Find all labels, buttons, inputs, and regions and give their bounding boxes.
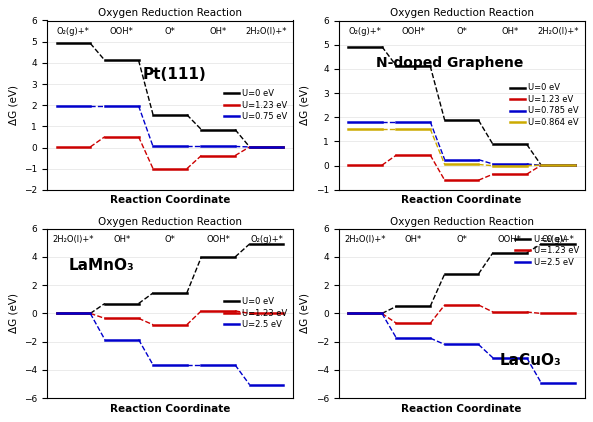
X-axis label: Reaction Coordinate: Reaction Coordinate	[110, 404, 230, 414]
X-axis label: Reaction Coordinate: Reaction Coordinate	[401, 404, 522, 414]
Text: Pt(111): Pt(111)	[143, 67, 207, 82]
Legend: U=0 eV, U=1.23 eV, U=2.5 eV: U=0 eV, U=1.23 eV, U=2.5 eV	[222, 296, 289, 331]
Legend: U=0 eV, U=1.23 eV, U=2.5 eV: U=0 eV, U=1.23 eV, U=2.5 eV	[514, 233, 581, 268]
Title: Oxygen Reduction Reaction: Oxygen Reduction Reaction	[390, 8, 534, 18]
Text: O*: O*	[164, 27, 176, 36]
Legend: U=0 eV, U=1.23 eV, U=0.785 eV, U=0.864 eV: U=0 eV, U=1.23 eV, U=0.785 eV, U=0.864 e…	[508, 82, 581, 129]
Title: Oxygen Reduction Reaction: Oxygen Reduction Reaction	[98, 216, 242, 227]
Text: N-doped Graphene: N-doped Graphene	[375, 56, 523, 70]
Text: 2H₂O(l)+*: 2H₂O(l)+*	[246, 27, 287, 36]
Y-axis label: ΔG (eV): ΔG (eV)	[8, 85, 18, 125]
Text: O*: O*	[164, 235, 176, 244]
Y-axis label: ΔG (eV): ΔG (eV)	[300, 85, 310, 125]
Text: OH*: OH*	[501, 27, 518, 36]
X-axis label: Reaction Coordinate: Reaction Coordinate	[401, 195, 522, 206]
Y-axis label: ΔG (eV): ΔG (eV)	[8, 293, 18, 333]
Y-axis label: ΔG (eV): ΔG (eV)	[300, 293, 310, 333]
Text: 2H₂O(l)+*: 2H₂O(l)+*	[537, 27, 579, 36]
Text: OOH*: OOH*	[401, 27, 425, 36]
Text: O₂(g)+*: O₂(g)+*	[349, 27, 381, 36]
Text: OOH*: OOH*	[110, 27, 133, 36]
Text: O₂(g)+*: O₂(g)+*	[541, 235, 575, 244]
Text: 2H₂O(l)+*: 2H₂O(l)+*	[53, 235, 94, 244]
Text: OOH*: OOH*	[498, 235, 522, 244]
Text: OOH*: OOH*	[206, 235, 230, 244]
Text: LaCuO₃: LaCuO₃	[500, 353, 562, 368]
Text: OH*: OH*	[404, 235, 422, 244]
Text: LaMnO₃: LaMnO₃	[68, 259, 134, 273]
Text: O₂(g)+*: O₂(g)+*	[250, 235, 283, 244]
Text: O*: O*	[456, 27, 467, 36]
Legend: U=0 eV, U=1.23 eV, U=0.75 eV: U=0 eV, U=1.23 eV, U=0.75 eV	[222, 87, 289, 123]
Title: Oxygen Reduction Reaction: Oxygen Reduction Reaction	[98, 8, 242, 18]
Text: OH*: OH*	[113, 235, 130, 244]
Title: Oxygen Reduction Reaction: Oxygen Reduction Reaction	[390, 216, 534, 227]
Text: O₂(g)+*: O₂(g)+*	[57, 27, 90, 36]
Text: OH*: OH*	[209, 27, 227, 36]
Text: O*: O*	[456, 235, 467, 244]
X-axis label: Reaction Coordinate: Reaction Coordinate	[110, 195, 230, 206]
Text: 2H₂O(l)+*: 2H₂O(l)+*	[345, 235, 386, 244]
